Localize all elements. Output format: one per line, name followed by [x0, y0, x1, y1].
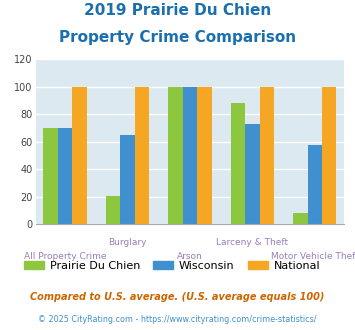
Text: Motor Vehicle Theft: Motor Vehicle Theft	[271, 252, 355, 261]
Bar	[183, 87, 197, 224]
Text: All Property Crime: All Property Crime	[24, 252, 106, 261]
Bar	[120, 135, 135, 224]
Text: Property Crime Comparison: Property Crime Comparison	[59, 30, 296, 45]
Bar	[322, 87, 337, 224]
Text: Burglary: Burglary	[108, 238, 147, 247]
Text: 2019 Prairie Du Chien: 2019 Prairie Du Chien	[84, 3, 271, 18]
Text: © 2025 CityRating.com - https://www.cityrating.com/crime-statistics/: © 2025 CityRating.com - https://www.city…	[38, 315, 317, 324]
Bar	[293, 214, 307, 224]
Text: Compared to U.S. average. (U.S. average equals 100): Compared to U.S. average. (U.S. average …	[30, 292, 325, 302]
Bar	[43, 128, 58, 224]
Bar	[197, 87, 212, 224]
Text: Arson: Arson	[177, 252, 203, 261]
Bar	[245, 124, 260, 224]
Bar	[168, 87, 183, 224]
Bar	[106, 195, 120, 224]
Bar	[72, 87, 87, 224]
Text: Larceny & Theft: Larceny & Theft	[216, 238, 288, 247]
Bar	[260, 87, 274, 224]
Bar	[231, 103, 245, 224]
Bar	[307, 145, 322, 224]
Bar	[135, 87, 149, 224]
Bar	[58, 128, 72, 224]
Legend: Prairie Du Chien, Wisconsin, National: Prairie Du Chien, Wisconsin, National	[20, 256, 324, 275]
